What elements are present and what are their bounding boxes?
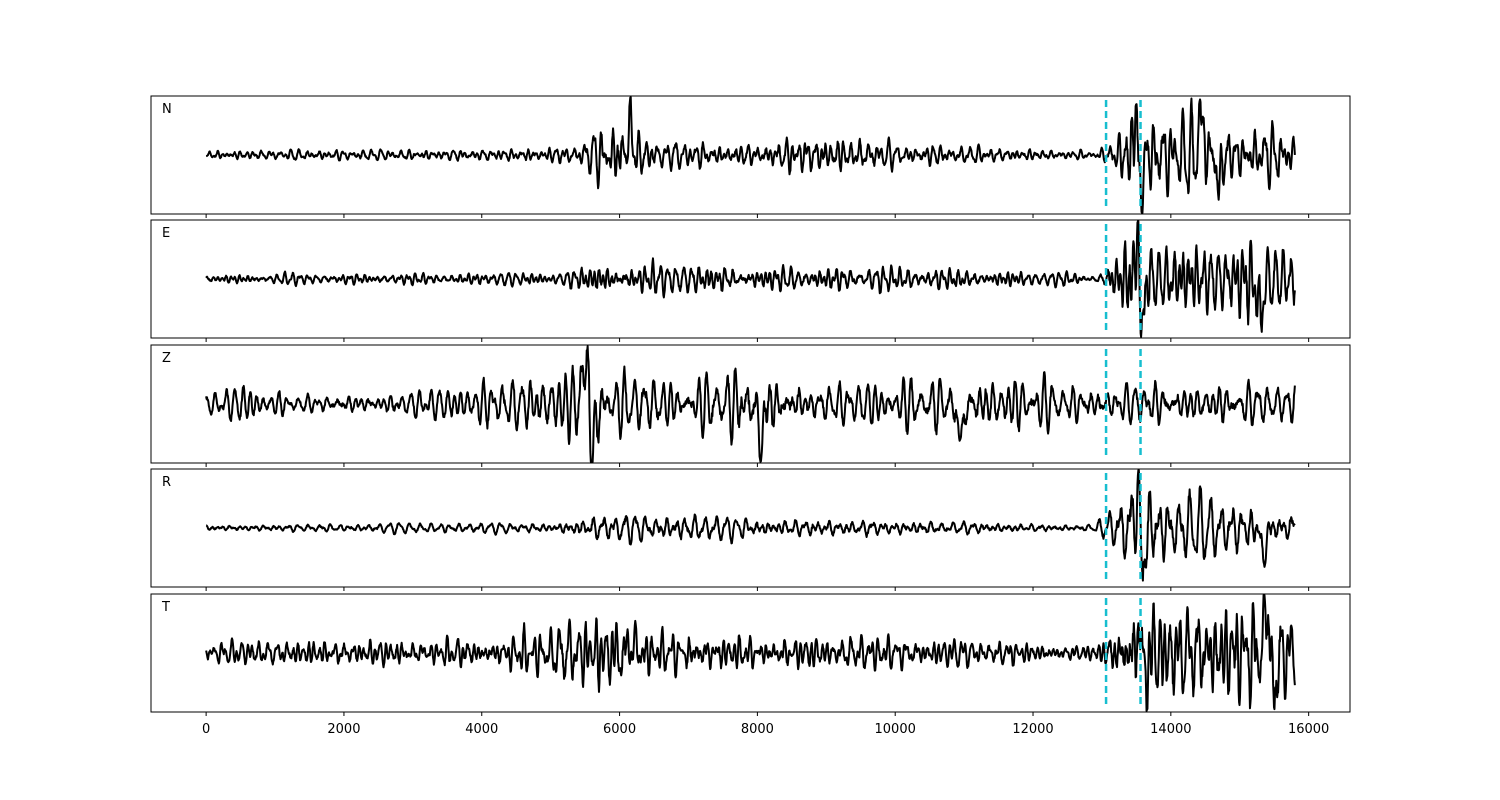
x-tick-label: 2000 [327,722,360,737]
subplot-label: E [162,226,170,241]
x-axis: 0 2000 4000 6000 8000 10000 12000 14000 16000 [202,722,1329,737]
subplot-t: T [150,593,1351,716]
subplot-stack: N E Z R T [150,95,1351,716]
x-tick-label: 4000 [465,722,498,737]
x-tick-label: 8000 [741,722,774,737]
waveform-trace [205,220,1296,338]
subplot-frame [150,468,1351,588]
subplot-n: N [150,95,1351,218]
waveform-trace [205,345,1296,463]
x-tick-label: 10000 [875,722,916,737]
subplot-e: E [150,219,1351,342]
subplot-label: T [161,600,170,615]
waveform-trace [205,96,1296,214]
subplot-r: R [150,468,1351,591]
subplot-frame [150,219,1351,339]
x-tick-label: 0 [202,722,210,737]
subplot-label: Z [162,351,171,366]
subplot-z: Z [150,344,1351,467]
subplot-frame [150,95,1351,215]
x-tick-label: 12000 [1012,722,1053,737]
subplot-label: R [162,475,171,490]
subplot-frame [150,344,1351,464]
x-tick-label: 6000 [603,722,636,737]
x-tick-label: 16000 [1288,722,1329,737]
x-tick-label: 14000 [1150,722,1191,737]
subplot-label: N [162,102,172,117]
waveform-trace [205,469,1296,582]
subplot-frame [150,593,1351,713]
waveform-trace [205,594,1296,712]
